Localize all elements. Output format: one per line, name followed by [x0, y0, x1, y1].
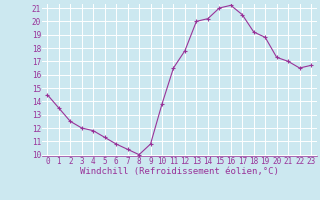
X-axis label: Windchill (Refroidissement éolien,°C): Windchill (Refroidissement éolien,°C): [80, 167, 279, 176]
